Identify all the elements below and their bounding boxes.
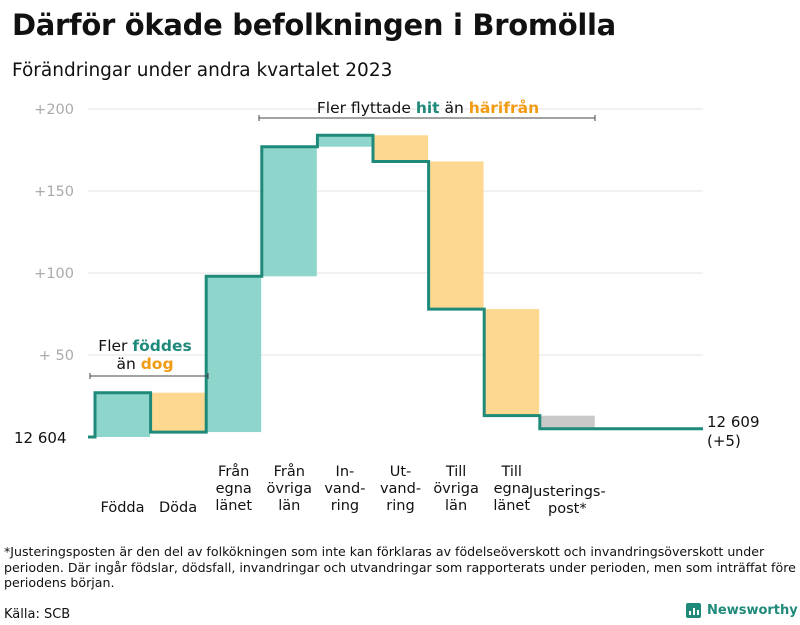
category-label: Till xyxy=(500,464,522,480)
category-label: Från xyxy=(274,463,305,480)
category-label: egna xyxy=(494,481,530,497)
brand-name: Newsworthy xyxy=(707,603,798,618)
chart-title: Därför ökade befolkningen i Bromölla xyxy=(12,8,616,42)
end-value-label: 12 609 xyxy=(707,413,760,431)
y-tick-label: +200 xyxy=(34,102,74,118)
category-label: Från xyxy=(218,463,249,480)
category-label: län xyxy=(445,498,467,514)
bar-till-egna-länet xyxy=(484,309,540,416)
migration-bracket xyxy=(258,115,596,121)
category-label: Till xyxy=(445,464,467,480)
bar-invandring xyxy=(317,135,373,147)
category-label: post* xyxy=(548,501,587,517)
migration-annotation: Fler flyttade hit än härifrån xyxy=(317,98,539,117)
category-label: ring xyxy=(386,498,414,514)
category-label: vand- xyxy=(324,481,365,497)
category-label: In- xyxy=(336,464,355,480)
footnote: *Justeringsposten är den del av folkökni… xyxy=(4,544,796,590)
category-label: län xyxy=(278,498,300,514)
bar-chart-icon xyxy=(686,603,701,618)
annotation-part-text: än xyxy=(440,99,469,117)
end-change-label: (+5) xyxy=(707,432,741,450)
bar-utvandring xyxy=(373,135,428,162)
bar-döda xyxy=(150,392,206,433)
category-label: egna xyxy=(216,481,252,497)
category-label: Döda xyxy=(159,500,197,516)
annotation-part-text: än xyxy=(116,355,140,373)
bar-till-övriga-län xyxy=(428,161,484,310)
category-label: övriga xyxy=(433,481,479,497)
chart-subtitle: Förändringar under andra kvartalet 2023 xyxy=(12,60,393,81)
bar-födda xyxy=(95,392,150,437)
bar-från-egna-länet xyxy=(206,276,262,433)
births-annotation-line-2: än dog xyxy=(116,355,173,373)
category-label: ring xyxy=(331,498,359,514)
source-note: Källa: SCB xyxy=(4,607,71,622)
category-label: Födda xyxy=(101,500,145,516)
bar-justeringspost- xyxy=(539,415,595,429)
y-tick-label: +100 xyxy=(34,266,74,282)
start-value-label: 12 604 xyxy=(14,429,67,447)
category-label: övriga xyxy=(267,481,313,497)
births-annotation-line-1: Fler föddes xyxy=(98,337,191,355)
category-label: Justerings- xyxy=(528,484,606,500)
annotation-part-in: hit xyxy=(416,99,440,117)
annotation-part-text: Fler xyxy=(98,337,132,355)
category-label: Ut- xyxy=(390,464,412,480)
annotation-part-out: härifrån xyxy=(469,98,539,117)
births-bracket xyxy=(89,373,209,379)
y-tick-label: + 50 xyxy=(39,348,74,364)
brand-logo: Newsworthy xyxy=(686,603,798,618)
cumulative-step-line xyxy=(88,133,703,439)
category-label: länet xyxy=(493,498,530,514)
annotation-part-text: Fler flyttade xyxy=(317,99,416,117)
annotation-part-in: föddes xyxy=(132,337,191,355)
annotation-part-out: dog xyxy=(141,355,174,373)
bar-från-övriga-län xyxy=(261,146,317,277)
category-label: vand- xyxy=(380,481,421,497)
category-label: länet xyxy=(215,498,252,514)
y-tick-label: +150 xyxy=(34,184,74,200)
